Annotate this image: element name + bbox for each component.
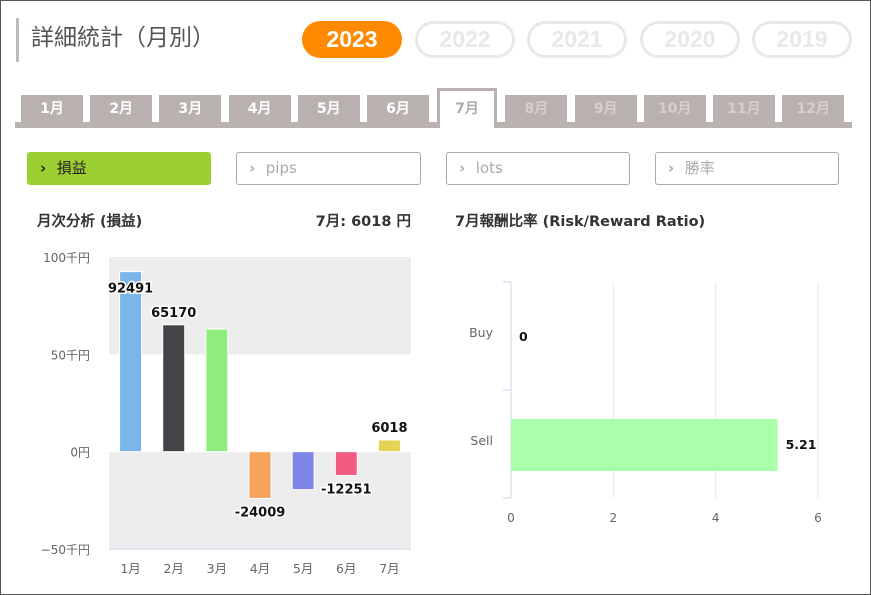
data-label: 6018: [371, 421, 407, 436]
tab-month-11[interactable]: 11月: [713, 95, 775, 122]
tab-month-12[interactable]: 12月: [782, 95, 845, 122]
bar-6: [334, 451, 358, 477]
data-label: 65170: [151, 306, 196, 321]
data-label: 92491: [108, 282, 153, 297]
filter-win-rate-button[interactable]: › 勝率: [655, 152, 839, 185]
year-2021-button[interactable]: 2021: [527, 21, 627, 58]
x-tick-label: 4月: [250, 561, 270, 576]
bar-3: [205, 328, 229, 453]
data-label: -24009: [235, 505, 286, 520]
monthly-chart-title: 月次分析 (損益): [37, 214, 143, 230]
data-label: -12251: [321, 483, 372, 498]
tab-month-7[interactable]: 7月: [437, 88, 497, 128]
y-tick-label: 50千円: [51, 348, 90, 362]
bar-7: [377, 439, 401, 453]
x-tick-label: 6: [814, 511, 822, 525]
chevron-right-icon: ›: [40, 159, 47, 177]
x-tick-label: 2月: [163, 561, 183, 576]
x-tick-label: 3月: [207, 561, 227, 576]
filter-lots-button[interactable]: › lots: [446, 152, 630, 185]
x-tick-label: 4: [712, 511, 720, 525]
tab-month-9[interactable]: 9月: [574, 95, 637, 122]
ratio-chart-title: 7月報酬比率 (Risk/Reward Ratio): [455, 214, 706, 230]
tab-month-1[interactable]: 1月: [21, 95, 83, 122]
x-tick-label: 0: [507, 511, 515, 525]
chart-band: [109, 257, 411, 355]
year-2019-button[interactable]: 2019: [752, 21, 852, 58]
chevron-right-icon: ›: [249, 159, 256, 177]
month-tab-underline: [15, 122, 852, 128]
monthly-summary: 7月: 6018 円: [315, 214, 411, 230]
year-2023-button[interactable]: 2023: [302, 21, 402, 58]
data-label: 0: [519, 329, 528, 344]
ratio-bar-sell: [511, 419, 778, 471]
chevron-right-icon: ›: [459, 159, 466, 177]
bar-1: [119, 271, 143, 453]
y-tick-label: 0円: [70, 446, 90, 460]
filter-label: 勝率: [680, 159, 715, 177]
bar-4: [248, 451, 272, 499]
tab-month-2[interactable]: 2月: [90, 95, 153, 122]
x-tick-label: 1月: [120, 561, 140, 576]
bar-2: [162, 324, 186, 453]
bar-5: [291, 451, 315, 491]
x-tick-label: 2: [610, 511, 618, 525]
filter-pnl-button[interactable]: › 損益: [27, 152, 211, 185]
tab-month-3[interactable]: 3月: [159, 95, 222, 122]
filter-label: 損益: [52, 159, 87, 177]
y-tick-label: −50千円: [41, 543, 90, 557]
chevron-right-icon: ›: [668, 159, 675, 177]
tab-month-6[interactable]: 6月: [367, 95, 429, 122]
year-2022-button[interactable]: 2022: [415, 21, 515, 58]
year-2020-button[interactable]: 2020: [640, 21, 740, 58]
y-tick-label: 100千円: [43, 251, 90, 265]
x-tick-label: 6月: [336, 561, 356, 576]
tab-month-8[interactable]: 8月: [505, 95, 568, 122]
filter-label: lots: [471, 159, 503, 177]
y-tick-label: Buy: [469, 325, 493, 340]
tab-month-10[interactable]: 10月: [643, 95, 706, 122]
tab-month-4[interactable]: 4月: [228, 95, 291, 122]
x-tick-label: 5月: [293, 561, 313, 576]
y-tick-label: Sell: [470, 433, 493, 448]
filter-pips-button[interactable]: › pips: [236, 152, 421, 185]
page-title: 詳細統計（月別）: [16, 18, 215, 62]
filter-label: pips: [261, 159, 297, 177]
data-label: 5.21: [786, 437, 817, 452]
tab-month-5[interactable]: 5月: [297, 95, 360, 122]
x-tick-label: 7月: [379, 561, 399, 576]
